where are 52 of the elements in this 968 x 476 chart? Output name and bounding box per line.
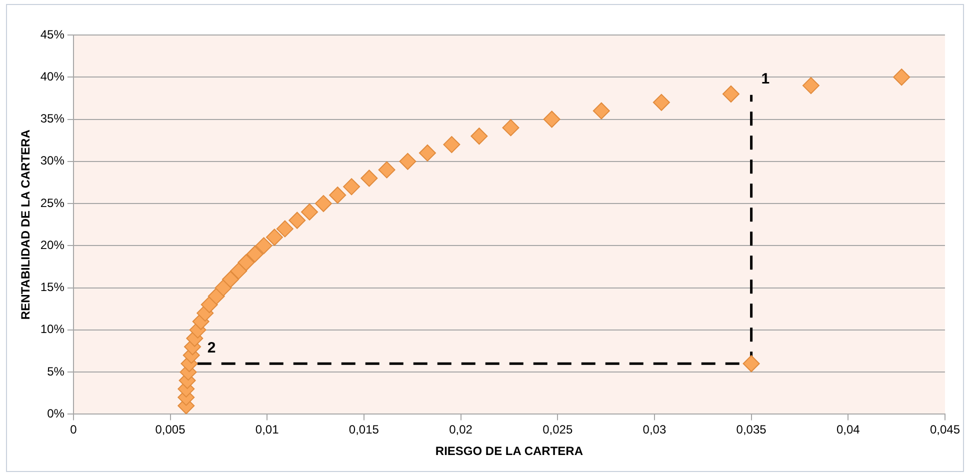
y-tick-label: 0% [47, 406, 65, 421]
x-tick-label: 0,04 [836, 422, 860, 437]
x-tick-label: 0,02 [449, 422, 473, 437]
point [399, 152, 416, 170]
y-tick-label: 10% [40, 322, 65, 336]
x-tick-label: 0,045 [930, 422, 960, 437]
y-tick-label: 45% [40, 27, 65, 42]
x-tick-label: 0,015 [348, 422, 380, 437]
point [343, 178, 360, 196]
point [802, 77, 820, 94]
y-tick-label: 20% [40, 238, 65, 252]
x-tick-label: 0,025 [542, 422, 573, 437]
point [301, 203, 318, 220]
point [276, 220, 294, 238]
point [266, 228, 283, 246]
point [222, 270, 239, 288]
point [742, 355, 760, 372]
y-tick-label: 30% [40, 154, 65, 168]
y-tick-label: 25% [40, 196, 65, 210]
annotation: 2 [207, 339, 216, 356]
x-tick-label: 0,005 [155, 422, 186, 437]
x-tick-label: 0,01 [255, 422, 280, 437]
point [652, 94, 670, 111]
x-tick-label: 0 [70, 422, 78, 437]
point [722, 85, 740, 102]
point [214, 279, 232, 296]
y-tick-label: 15% [40, 280, 65, 294]
point [246, 246, 264, 263]
point [314, 195, 332, 212]
point [378, 161, 396, 178]
point [230, 262, 248, 280]
point [329, 186, 346, 204]
point [443, 136, 460, 154]
point [255, 237, 272, 254]
annotation: 1 [761, 70, 770, 88]
point [470, 128, 488, 145]
x-axis-title: RIESGO DE LA CARTERA [435, 444, 584, 458]
point [238, 254, 255, 272]
point [893, 68, 910, 86]
point [543, 110, 560, 128]
y-axis-title: RENTABILIDAD DE LA CARTERA [18, 129, 33, 320]
x-tick-label: 0,03 [642, 422, 666, 437]
y-tick-label: 40% [40, 69, 65, 84]
point [288, 212, 306, 229]
point [502, 119, 520, 136]
point [360, 170, 378, 187]
y-tick-label: 5% [47, 364, 65, 378]
point [208, 288, 225, 305]
point [592, 102, 610, 120]
point [418, 144, 436, 162]
y-tick-label: 35% [40, 112, 65, 126]
x-tick-label: 0,035 [736, 422, 767, 437]
